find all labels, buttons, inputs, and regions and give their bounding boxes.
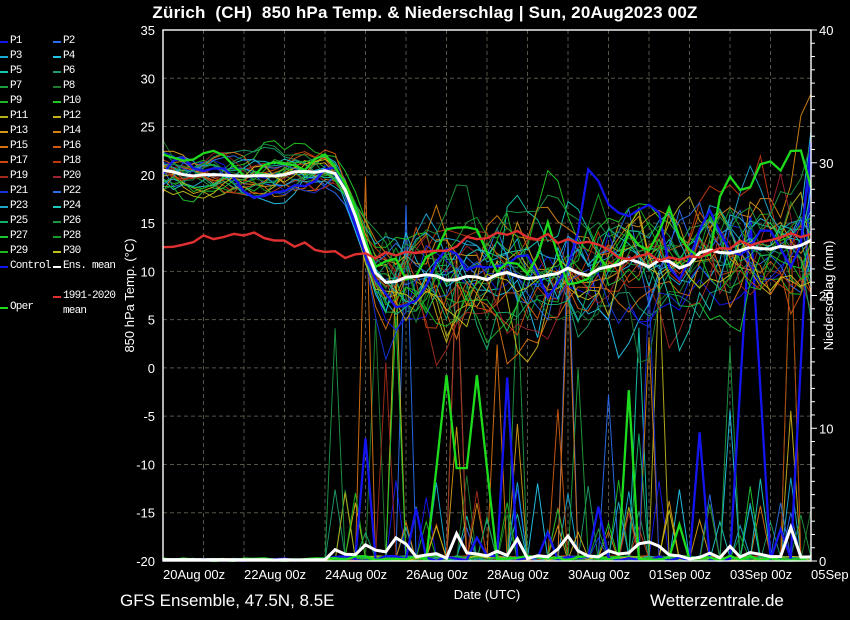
svg-text:40: 40 xyxy=(819,23,833,38)
svg-text:-5: -5 xyxy=(143,409,155,424)
svg-text:20Aug 00z: 20Aug 00z xyxy=(163,567,225,582)
svg-text:03Sep 00z: 03Sep 00z xyxy=(730,567,792,582)
svg-text:Niederschlag (mm): Niederschlag (mm) xyxy=(821,241,836,351)
svg-text:01Sep 00z: 01Sep 00z xyxy=(649,567,711,582)
svg-text:0: 0 xyxy=(148,361,155,376)
svg-text:28Aug 00z: 28Aug 00z xyxy=(487,567,549,582)
svg-text:24Aug 00z: 24Aug 00z xyxy=(325,567,387,582)
svg-text:-15: -15 xyxy=(136,506,155,521)
svg-text:05Sep 00z: 05Sep 00z xyxy=(811,567,850,582)
svg-text:-10: -10 xyxy=(136,457,155,472)
svg-text:30: 30 xyxy=(819,156,833,171)
svg-text:30Aug 00z: 30Aug 00z xyxy=(568,567,630,582)
svg-text:Date (UTC): Date (UTC) xyxy=(454,587,520,602)
svg-text:-20: -20 xyxy=(136,554,155,569)
svg-text:10: 10 xyxy=(819,421,833,436)
svg-text:22Aug 00z: 22Aug 00z xyxy=(244,567,306,582)
svg-text:26Aug 00z: 26Aug 00z xyxy=(406,567,468,582)
